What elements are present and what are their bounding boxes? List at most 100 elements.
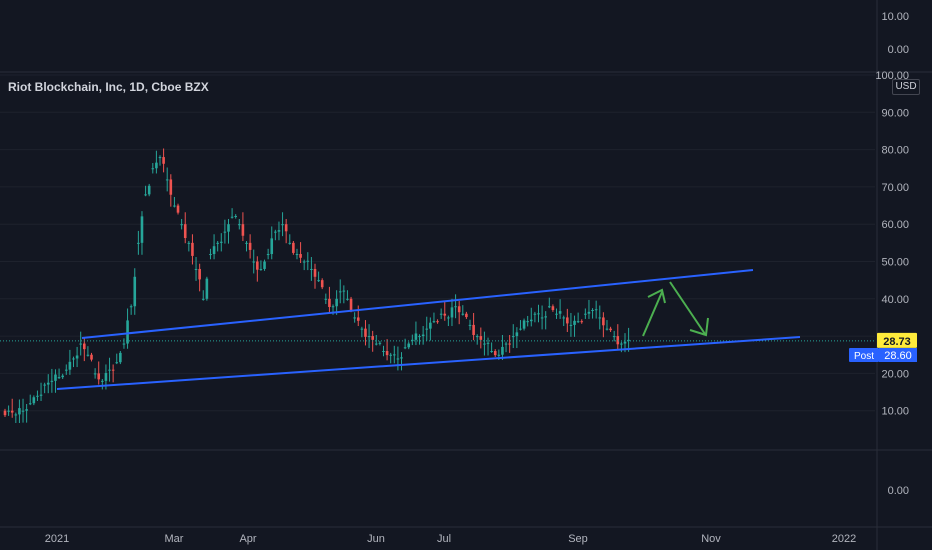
candle-body xyxy=(86,354,90,356)
candle-body xyxy=(587,311,591,314)
candle-body xyxy=(194,268,198,270)
candle-body xyxy=(317,280,320,282)
candle-body xyxy=(328,298,331,308)
candle-body xyxy=(104,373,108,381)
candle-body xyxy=(385,351,389,356)
candle-body xyxy=(155,162,158,169)
candle-body xyxy=(259,268,263,270)
trendline-upper xyxy=(81,269,754,339)
y-tick-label: 20.00 xyxy=(881,368,909,380)
candle-body xyxy=(418,336,421,338)
candle-body xyxy=(212,246,216,255)
candle-body xyxy=(454,306,457,308)
candle-body xyxy=(7,410,10,412)
x-tick-label: 2022 xyxy=(832,533,856,545)
candle-body xyxy=(75,355,79,359)
candle-body xyxy=(540,317,544,319)
candle-body xyxy=(68,361,72,370)
candle-body xyxy=(511,336,515,338)
candle-body xyxy=(209,254,212,256)
candle-body xyxy=(396,358,400,360)
candle-body xyxy=(284,224,288,232)
candle-body xyxy=(230,216,234,218)
y-tick-label: 70.00 xyxy=(881,182,909,194)
candle-body xyxy=(411,339,414,341)
candle-body xyxy=(331,306,335,308)
candle-body xyxy=(14,414,18,416)
candle-body xyxy=(605,328,609,330)
candle-body xyxy=(447,317,450,319)
candle-body xyxy=(147,185,151,195)
candle-body xyxy=(180,224,183,226)
candle-body xyxy=(407,343,411,348)
candle-body xyxy=(61,375,64,378)
candle-body xyxy=(241,224,245,236)
candle-body xyxy=(25,409,28,411)
candle-body xyxy=(609,328,612,331)
y-tick-label: 10.00 xyxy=(881,406,909,418)
candle-body xyxy=(598,317,602,319)
candle-body xyxy=(234,215,237,217)
candle-body xyxy=(544,316,547,318)
candle-body xyxy=(367,336,371,338)
y-tick-label-upper: 10.00 xyxy=(881,11,909,23)
candle-body xyxy=(93,373,97,375)
candle-body xyxy=(429,322,432,329)
candle-body xyxy=(288,242,292,244)
candle-body xyxy=(270,238,274,255)
y-tick-label-upper: 0.00 xyxy=(888,44,909,56)
candle-body xyxy=(591,309,594,311)
candle-body xyxy=(248,242,252,250)
x-tick-label: Sep xyxy=(568,533,588,545)
candle-body xyxy=(151,168,155,170)
candle-body xyxy=(324,298,328,300)
candle-body xyxy=(162,157,165,164)
candle-body xyxy=(382,351,385,353)
candle-body xyxy=(140,216,144,243)
candle-body xyxy=(36,395,39,397)
y-tick-label: 40.00 xyxy=(881,294,909,306)
candle-body xyxy=(620,343,623,345)
candle-body xyxy=(79,343,82,345)
currency-badge[interactable]: USD xyxy=(892,79,920,95)
candle-body xyxy=(302,261,306,263)
post-tag-bg xyxy=(849,348,879,362)
arrow-down-shaft xyxy=(669,281,706,335)
candle-body xyxy=(108,369,111,371)
candle-body xyxy=(389,354,392,356)
candle-body xyxy=(342,290,346,292)
candle-body xyxy=(122,343,126,345)
candle-body xyxy=(479,336,483,340)
candle-body xyxy=(443,313,447,316)
candle-body xyxy=(566,317,569,324)
candle-body xyxy=(627,339,630,341)
candle-body xyxy=(176,205,180,213)
candle-body xyxy=(335,298,338,307)
candle-body xyxy=(537,313,540,315)
candle-body xyxy=(562,317,566,319)
candle-body xyxy=(526,321,529,323)
candle-body xyxy=(50,380,54,382)
candle-body xyxy=(580,321,584,323)
candle-body xyxy=(594,309,598,311)
candle-body xyxy=(274,231,277,233)
candle-body xyxy=(349,298,353,311)
candle-body xyxy=(310,268,313,270)
candle-body xyxy=(522,320,526,329)
candle-body xyxy=(256,261,259,270)
candle-body xyxy=(216,242,219,244)
candle-body xyxy=(555,313,558,315)
candle-body xyxy=(623,341,627,344)
candle-body xyxy=(119,352,122,363)
candle-body xyxy=(576,321,580,323)
candle-body xyxy=(374,343,378,345)
candle-body xyxy=(111,369,115,371)
candle-body xyxy=(378,342,382,344)
candle-body xyxy=(129,306,133,308)
candle-body xyxy=(46,382,50,385)
candle-body xyxy=(497,354,501,356)
candle-body xyxy=(548,306,551,308)
arrow-down-head xyxy=(689,317,709,337)
candle-body xyxy=(10,410,14,413)
